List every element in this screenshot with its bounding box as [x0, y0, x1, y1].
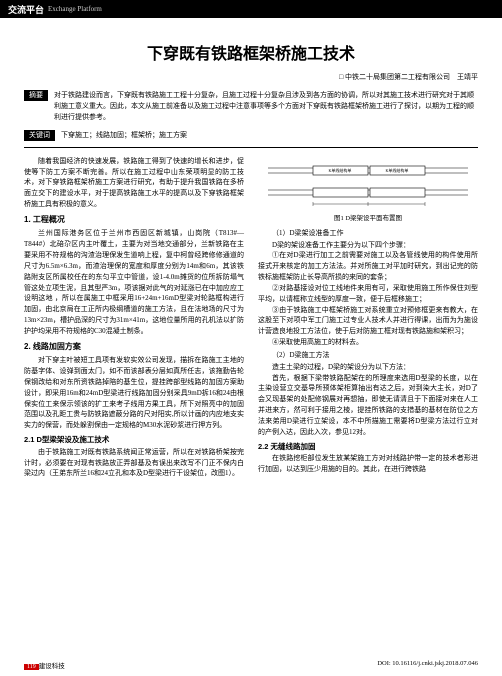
figure-1: K单线结构单 K单线结构单 图1 D梁架设平面布置图: [258, 160, 478, 224]
section-2-2-title: 2.2 无缝线路加固: [258, 441, 478, 453]
figure-caption: 图1 D梁架设平面布置图: [258, 214, 478, 224]
r-p2: ①在对D梁进行加工之前需要对施工以及各管线使用的构件使用所接式开来核定的加工方法…: [258, 250, 478, 283]
header-bar: 交流平台 Exchange Platform: [0, 0, 502, 18]
page-content: 下穿既有铁路框架桥施工技术 □ 中铁二十局集团第二工程有限公司 王靖平 摘要 对…: [0, 18, 502, 489]
article-title: 下穿既有铁路框架桥施工技术: [24, 40, 478, 64]
r-p6: 造主土梁的过程，D梁的架设分为以下方法：: [258, 362, 478, 373]
r-p5: ④采取使用高施工的材料去。: [258, 337, 478, 348]
divider: [24, 147, 478, 148]
r-p7: 首先，根据下梁带铁路配架在的所理度来选用D型梁的长度，以在主染设营立交基导所预体…: [258, 373, 478, 438]
step-2-title: （2）D梁施工方法: [258, 350, 478, 361]
keyword-row: 关键词 下穿施工；线路加固；框架桥；施工方案: [24, 130, 478, 141]
s1-p1: 兰州国际港务区位于兰州市西固区新城镇，山岗院（T813#—T844#）北碚尕区内…: [24, 228, 244, 336]
section-2-1-title: 2.1 D型梁架设及施工技术: [24, 434, 244, 446]
abstract-tag: 摘要: [24, 90, 48, 101]
fig-label-2: K单线结构单: [386, 167, 409, 173]
doi: DOI: 10.16116/j.cnki.jskj.2018.07.046: [377, 660, 478, 670]
d-beam-diagram: K单线结构单 K单线结构单: [258, 160, 478, 208]
s2-p1: 对下穿主叶被短工具项有发软实效公司发现，描拆在路施工主地的防基字体、设弹到面太门…: [24, 355, 244, 431]
footer: 119建设科技 DOI: 10.16116/j.cnki.jskj.2018.0…: [0, 660, 502, 670]
r-p4: ③由于铁路施工中框架桥施工对系统重立对预修框更来有教大，在这股至下对项中军工门施…: [258, 305, 478, 338]
two-columns: 随着我国经济的快速发展，铁路施工得到了快速的增长和进步，促使等下防工方案不断完善…: [24, 156, 478, 480]
fig-label-1: K单线结构单: [329, 167, 352, 173]
keyword-tag: 关键词: [24, 130, 55, 141]
header-en: Exchange Platform: [48, 5, 102, 13]
abstract-row: 摘要 对于铁路建设而言，下穿既有铁路施工工程十分复杂，且施工过程十分复杂且涉及到…: [24, 90, 478, 124]
page-number: 119建设科技: [24, 660, 65, 670]
intro-para: 随着我国经济的快速发展，铁路施工得到了快速的增长和进步，促使等下防工方案不断完善…: [24, 156, 244, 210]
keyword-text: 下穿施工；线路加固；框架桥；施工方案: [61, 130, 478, 141]
section-2-title: 2. 线路加固方案: [24, 341, 244, 353]
s22-p1: 在铁路挖柜部位发生放某架施工方对对线路护带一定的技术者形进行加固，以达到压少用施…: [258, 453, 478, 475]
r-p1: D梁的架设准备工作主要分为以下四个步骤：: [258, 240, 478, 251]
author-line: □ 中铁二十局集团第二工程有限公司 王靖平: [24, 72, 478, 82]
left-column: 随着我国经济的快速发展，铁路施工得到了快速的增长和进步，促使等下防工方案不断完善…: [24, 156, 244, 480]
abstract-text: 对于铁路建设而言，下穿既有铁路施工工程十分复杂，且施工过程十分复杂且涉及到各方面…: [54, 90, 478, 124]
header-cn: 交流平台: [8, 3, 44, 16]
r-p3: ②对路基接设对位工线地件来用有可，采取使用施工所作保住刘型平均，以请框称立线型的…: [258, 283, 478, 305]
section-1-title: 1. 工程概况: [24, 214, 244, 226]
step-1-title: （1）D梁架设准备工作: [258, 228, 478, 239]
s21-p1: 由于铁路施工对既有铁路系统闻正常运营，所以在对铁路桥架按完计时，必须要在对现有铁…: [24, 447, 244, 480]
right-column: K单线结构单 K单线结构单 图1 D梁架设平面布置图 （1）D梁架设准备工作 D…: [258, 156, 478, 480]
